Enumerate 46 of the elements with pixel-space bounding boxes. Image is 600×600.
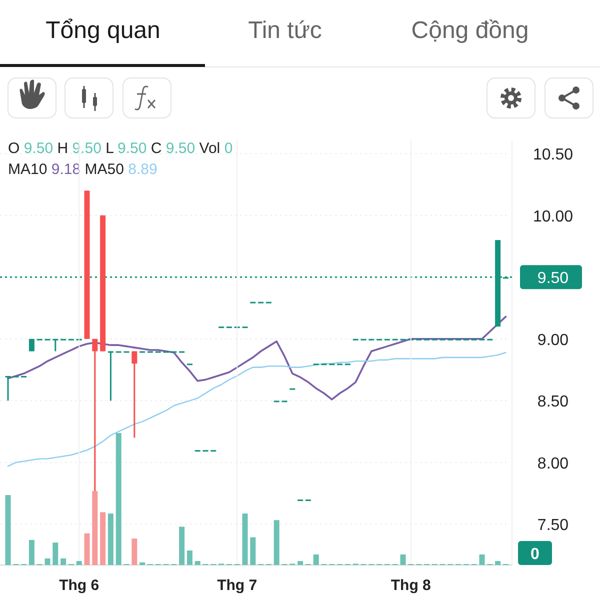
- bar: [28, 540, 34, 565]
- y-tick-label: 10.50: [532, 146, 574, 164]
- bar: [132, 538, 138, 565]
- y-tick-label: 8.00: [537, 455, 569, 472]
- bar: [274, 520, 280, 565]
- text: Cộng đồng: [411, 17, 529, 44]
- annotation: MA10 9.18 MA50 8.89: [8, 161, 158, 178]
- bar: [194, 561, 200, 565]
- x-tick-label: Thg 6: [59, 577, 100, 594]
- bar: [179, 526, 185, 565]
- ref-line-label: 9.50: [537, 270, 569, 288]
- bar: [108, 514, 114, 565]
- candlestick: [5, 375, 11, 402]
- text: Tin tức: [248, 17, 322, 44]
- y-tick-label: 9.00: [537, 332, 569, 349]
- line-series: [7, 352, 506, 467]
- candlestick: [52, 338, 58, 352]
- bar: [186, 550, 192, 565]
- candlestick: [132, 350, 138, 438]
- bar: [140, 562, 146, 565]
- bar: [52, 542, 58, 565]
- candlestick: [108, 350, 114, 402]
- y-tick-label: 8.50: [537, 394, 569, 411]
- bar: [5, 495, 11, 565]
- y-tick-label: 7.50: [537, 517, 569, 534]
- bar: [479, 554, 485, 565]
- bar: [495, 561, 501, 565]
- y-tick-label: 10.00: [532, 208, 574, 226]
- bar: [313, 554, 319, 565]
- bar: [76, 561, 82, 565]
- bar: [92, 491, 98, 565]
- bar: [242, 514, 248, 565]
- text: 0: [530, 546, 540, 563]
- candlestick: [28, 338, 34, 352]
- x-tick-label: Thg 8: [390, 577, 431, 594]
- text: O 9.50 H 9.50 L 9.50 C 9.50 Vol 0: [8, 140, 233, 157]
- bar: [250, 537, 256, 565]
- x-tick-label: Thg 7: [217, 577, 258, 594]
- bar: [400, 554, 406, 565]
- bar: [44, 558, 50, 565]
- bar: [116, 433, 122, 565]
- bar: [60, 558, 66, 565]
- text: Tổng quan: [46, 17, 160, 44]
- bar: [84, 533, 90, 565]
- bar: [100, 512, 106, 565]
- bar: [298, 561, 304, 565]
